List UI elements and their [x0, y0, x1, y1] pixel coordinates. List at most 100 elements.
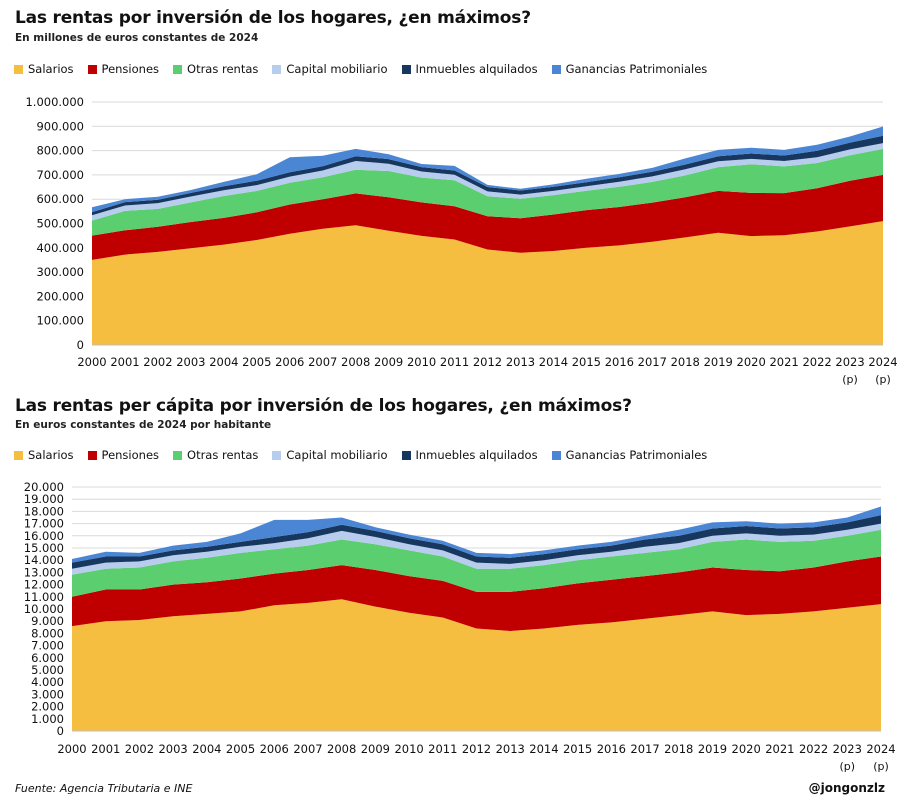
x-tick-label: 2014 — [529, 742, 558, 756]
legend-item-salarios: Salarios — [14, 62, 74, 76]
legend-swatch — [14, 450, 23, 460]
y-tick-label: 16.000 — [24, 529, 64, 543]
legend-swatch — [401, 64, 411, 74]
x-tick-label: 2016 — [597, 742, 626, 756]
y-tick-label: 5.000 — [31, 663, 64, 677]
legend-item-ganancias-patrimoniales: Ganancias Patrimoniales — [551, 448, 708, 462]
legend-label: Ganancias Patrimoniales — [565, 448, 708, 462]
chart-2-subtitle: En euros constantes de 2024 por habitant… — [15, 419, 272, 431]
x-tick-label: 2000 — [77, 355, 106, 369]
y-tick-label: 600.000 — [36, 192, 84, 206]
x-tick-label: 2016 — [605, 355, 634, 369]
legend-swatch — [272, 450, 282, 460]
x-tick-label: 2019 — [704, 355, 733, 369]
area-inmuebles-alquilados — [72, 515, 881, 569]
x-tick-label: 2004 — [209, 355, 238, 369]
source-note: Fuente: Agencia Tributaria e INE — [15, 782, 193, 795]
legend-label: Inmuebles alquilados — [415, 62, 538, 76]
y-tick-label: 20.000 — [24, 480, 64, 494]
x-tick-label: 2011 — [440, 355, 469, 369]
y-tick-label: 7.000 — [31, 639, 64, 653]
legend-item-salarios: Salarios — [14, 448, 74, 462]
x-tick-label: 2007 — [293, 742, 322, 756]
legend-label: Otras rentas — [187, 62, 259, 76]
legend-label: Salarios — [28, 448, 74, 462]
x-tick-label: 2010 — [407, 355, 436, 369]
y-tick-label: 14.000 — [24, 553, 64, 567]
x-tick-label: 2022 — [799, 742, 828, 756]
y-tick-label: 17.000 — [24, 517, 64, 531]
area-pensiones — [72, 556, 881, 631]
legend-item-inmuebles-alquilados: Inmuebles alquilados — [401, 62, 538, 76]
legend-item-otras-rentas: Otras rentas — [173, 448, 258, 462]
x-tick-label: 2000 — [57, 742, 86, 756]
chart-1-title: Las rentas por inversión de los hogares,… — [15, 8, 531, 28]
y-tick-label: 700.000 — [36, 168, 84, 182]
x-tick-note: (p) — [842, 373, 858, 386]
y-tick-label: 500.000 — [36, 217, 84, 231]
y-tick-label: 4.000 — [31, 675, 64, 689]
area-otras-rentas — [92, 148, 883, 236]
legend-item-pensiones: Pensiones — [87, 448, 160, 462]
chart-1-legend: Salarios Pensiones Otras rentas Capital mob… — [14, 62, 721, 76]
legend-label: Capital mobiliario — [286, 448, 388, 462]
x-tick-note: (p) — [875, 373, 891, 386]
legend-swatch — [173, 64, 183, 74]
x-tick-label: 2003 — [176, 355, 205, 369]
legend-label: Pensiones — [101, 448, 160, 462]
legend-label: Pensiones — [101, 62, 160, 76]
x-tick-label: 2005 — [226, 742, 255, 756]
x-tick-label: 2001 — [110, 355, 139, 369]
x-tick-label: 2011 — [428, 742, 457, 756]
area-salarios — [72, 599, 881, 731]
legend-swatch — [87, 64, 97, 74]
x-tick-label: 2022 — [802, 355, 831, 369]
legend-item-inmuebles-alquilados: Inmuebles alquilados — [401, 448, 538, 462]
x-tick-label: 2024 — [866, 742, 895, 756]
y-tick-label: 18.000 — [24, 504, 64, 518]
legend-label: Otras rentas — [187, 448, 259, 462]
area-otras-rentas — [72, 529, 881, 597]
legend-item-pensiones: Pensiones — [87, 62, 160, 76]
x-tick-label: 2010 — [394, 742, 423, 756]
x-tick-label: 2004 — [192, 742, 221, 756]
author-handle: @jongonzlz — [808, 781, 885, 795]
legend-swatch — [173, 450, 183, 460]
y-tick-label: 3.000 — [31, 687, 64, 701]
x-tick-label: 2006 — [275, 355, 304, 369]
y-tick-label: 19.000 — [24, 492, 64, 506]
x-tick-label: 2002 — [143, 355, 172, 369]
y-tick-label: 10.000 — [24, 602, 64, 616]
chart-2-legend: Salarios Pensiones Otras rentas Capital mob… — [14, 448, 721, 462]
x-tick-label: 2009 — [374, 355, 403, 369]
legend-label: Capital mobiliario — [286, 62, 388, 76]
x-tick-label: 2019 — [698, 742, 727, 756]
chart-2-title: Las rentas per cápita por inversión de l… — [15, 396, 632, 416]
y-tick-label: 1.000 — [31, 712, 64, 726]
x-tick-label: 2008 — [341, 355, 370, 369]
chart-1-subtitle: En millones de euros constantes de 2024 — [15, 32, 259, 44]
x-tick-label: 2018 — [664, 742, 693, 756]
y-tick-label: 800.000 — [36, 144, 84, 158]
area-salarios — [92, 221, 883, 345]
x-tick-label: 2023 — [835, 355, 864, 369]
y-tick-label: 0 — [57, 724, 64, 738]
legend-item-ganancias-patrimoniales: Ganancias Patrimoniales — [551, 62, 707, 76]
x-tick-label: 2021 — [769, 355, 798, 369]
y-tick-label: 15.000 — [24, 541, 64, 555]
x-tick-label: 2003 — [158, 742, 187, 756]
y-tick-label: 6.000 — [31, 651, 64, 665]
y-tick-label: 8.000 — [31, 626, 64, 640]
y-tick-label: 400.000 — [36, 241, 84, 255]
x-tick-label: 2020 — [737, 355, 766, 369]
y-tick-label: 2.000 — [31, 700, 64, 714]
x-tick-label: 2007 — [308, 355, 337, 369]
x-tick-label: 2024 — [868, 355, 897, 369]
area-ganancias-patrimoniales — [72, 506, 881, 563]
x-tick-label: 2017 — [630, 742, 659, 756]
x-tick-label: 2013 — [496, 742, 525, 756]
legend-swatch — [272, 64, 282, 74]
y-tick-label: 100.000 — [36, 314, 84, 328]
legend-label: Inmuebles alquilados — [415, 448, 538, 462]
